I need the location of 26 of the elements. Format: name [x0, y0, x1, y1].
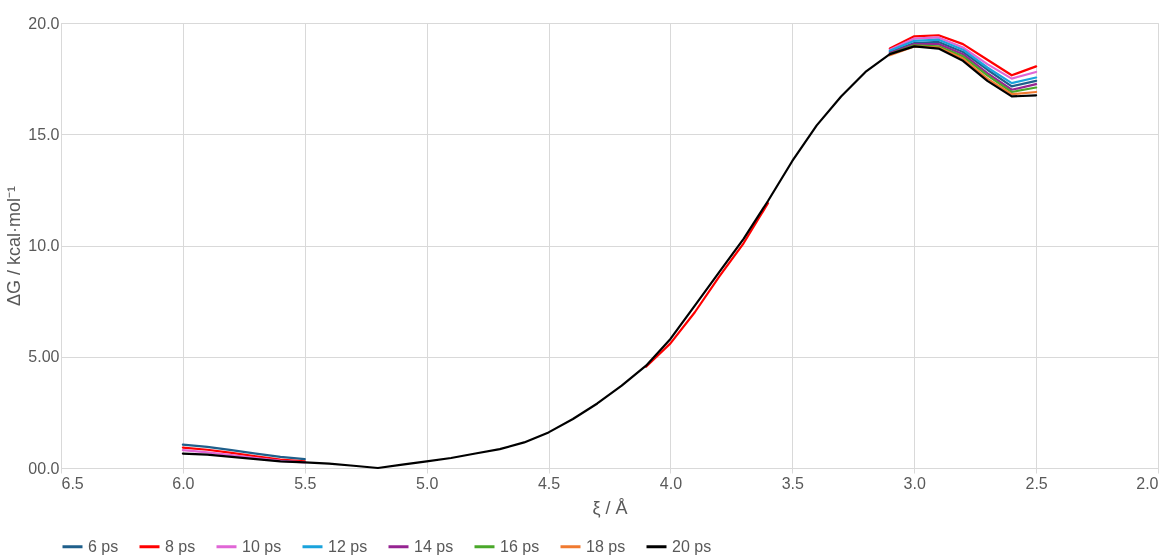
x-tick-label: 6.0	[172, 474, 195, 492]
legend-label: 8 ps	[165, 537, 196, 555]
x-tick-label: 3.5	[781, 474, 805, 492]
y-tick-label: 20.0	[28, 14, 60, 32]
x-tick-label: 5.0	[416, 474, 439, 492]
line-series	[888, 38, 1038, 85]
x-tick-label: 5.5	[294, 474, 317, 492]
legend-label: 12 ps	[328, 537, 368, 555]
legend-label: 10 ps	[242, 537, 282, 555]
x-tick-label: 3.0	[903, 474, 926, 492]
legend-label: 18 ps	[586, 537, 626, 555]
legend-label: 6 ps	[88, 537, 119, 555]
x-tick-label: 4.0	[659, 474, 683, 492]
y-tick-label: 5.00	[28, 348, 60, 366]
y-tick-label: 10.0	[28, 237, 60, 254]
legend-label: 14 ps	[414, 537, 454, 555]
x-tick-label: 4.5	[537, 474, 561, 492]
legend-label: 16 ps	[500, 537, 540, 555]
x-axis-title: ξ / Å	[592, 497, 628, 518]
y-axis-title: ΔG / kcal·mol⁻¹	[4, 185, 25, 307]
x-tick-label: 2.0	[1136, 474, 1159, 492]
y-tick-label: 00.0	[28, 459, 60, 477]
y-tick-label: 15.0	[28, 125, 60, 143]
x-tick-label: 6.5	[61, 474, 84, 492]
legend-label: 20 ps	[672, 537, 712, 555]
x-tick-label: 2.5	[1025, 474, 1048, 492]
